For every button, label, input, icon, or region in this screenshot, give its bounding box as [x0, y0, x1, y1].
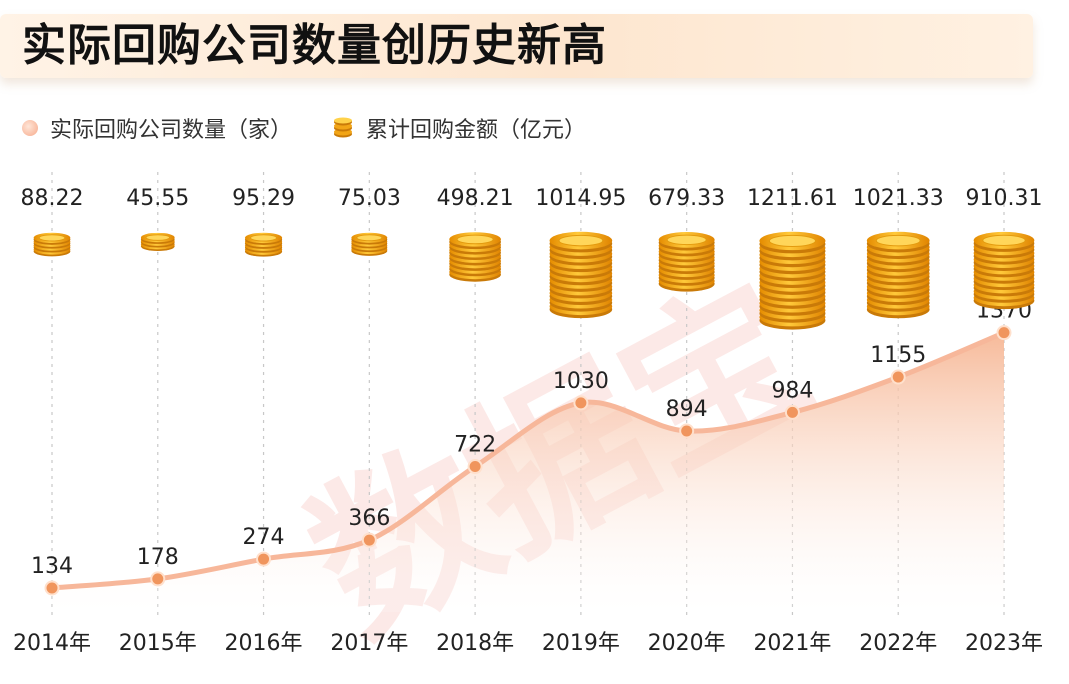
- count-label: 984: [771, 378, 813, 403]
- x-tick-label: 2014年: [13, 631, 91, 656]
- amount-label: 1211.61: [747, 186, 838, 211]
- data-point: [784, 404, 800, 420]
- count-label: 366: [348, 506, 390, 531]
- coin-stack: [140, 232, 175, 252]
- legend-item-amount: 累计回购金额（亿元）: [332, 112, 586, 144]
- amount-label: 75.03: [338, 186, 401, 211]
- count-label: 1155: [870, 343, 926, 368]
- x-tick-label: 2016年: [225, 631, 303, 656]
- x-tick-label: 2021年: [753, 631, 831, 656]
- data-point: [44, 580, 60, 596]
- area-fill: [52, 332, 1004, 612]
- coin-stack: [549, 231, 613, 319]
- amount-label: 498.21: [437, 186, 514, 211]
- count-label: 274: [243, 525, 285, 550]
- amount-label: 1014.95: [535, 186, 626, 211]
- x-tick-label: 2020年: [648, 631, 726, 656]
- data-point: [467, 459, 483, 475]
- coin-stack: [351, 232, 388, 256]
- legend-dot-icon: [22, 120, 38, 136]
- coin-stack: [449, 232, 501, 282]
- legend-amount-label: 累计回购金额（亿元）: [366, 118, 587, 143]
- data-point: [996, 325, 1012, 341]
- data-point: [150, 571, 166, 587]
- x-tick-label: 2015年: [119, 631, 197, 656]
- amount-label: 95.29: [232, 186, 295, 211]
- amount-label: 45.55: [126, 186, 189, 211]
- chart-title: 实际回购公司数量创历史新高: [22, 20, 607, 71]
- amount-label: 88.22: [21, 186, 84, 211]
- coin-stack: [244, 232, 283, 257]
- data-point: [256, 551, 272, 567]
- x-tick-label: 2023年: [965, 631, 1043, 656]
- count-label: 894: [666, 397, 708, 422]
- coin-face: [356, 234, 383, 242]
- coin-stack-icon: [334, 117, 353, 138]
- x-tick-label: 2018年: [436, 631, 514, 656]
- amount-label: 679.33: [648, 186, 725, 211]
- data-point: [361, 532, 377, 548]
- coin-stack: [973, 231, 1035, 310]
- coin-stack: [33, 232, 71, 257]
- coin-face: [558, 234, 604, 247]
- title-band: 实际回购公司数量创历史新高: [0, 14, 1033, 78]
- amount-label: 1021.33: [853, 186, 944, 211]
- count-label: 134: [31, 554, 73, 579]
- coin-face: [456, 234, 494, 245]
- coin-stack: [866, 231, 930, 319]
- legend: 实际回购公司数量（家） 累计回购金额（亿元）: [22, 112, 626, 144]
- count-line: [49, 330, 1007, 591]
- coin-face: [38, 234, 66, 242]
- amount-label: 910.31: [966, 186, 1043, 211]
- x-tick-label: 2022年: [859, 631, 937, 656]
- count-label: 1030: [553, 369, 609, 394]
- legend-item-count: 实际回购公司数量（家）: [22, 112, 292, 144]
- coin-face: [666, 234, 707, 246]
- legend-count-label: 实际回购公司数量（家）: [50, 118, 293, 143]
- coin-face: [982, 234, 1026, 246]
- count-label: 178: [137, 545, 179, 570]
- coin-face: [145, 234, 171, 241]
- data-point: [890, 369, 906, 385]
- coin-face: [768, 234, 817, 247]
- data-point: [679, 423, 695, 439]
- data-point: [573, 395, 589, 411]
- coin-stack: [658, 232, 715, 292]
- x-tick-label: 2019年: [542, 631, 620, 656]
- coin-face: [875, 234, 921, 247]
- coin-stack: [759, 231, 826, 330]
- x-tick-label: 2017年: [330, 631, 408, 656]
- coin-face: [250, 234, 278, 242]
- count-label: 722: [454, 433, 496, 458]
